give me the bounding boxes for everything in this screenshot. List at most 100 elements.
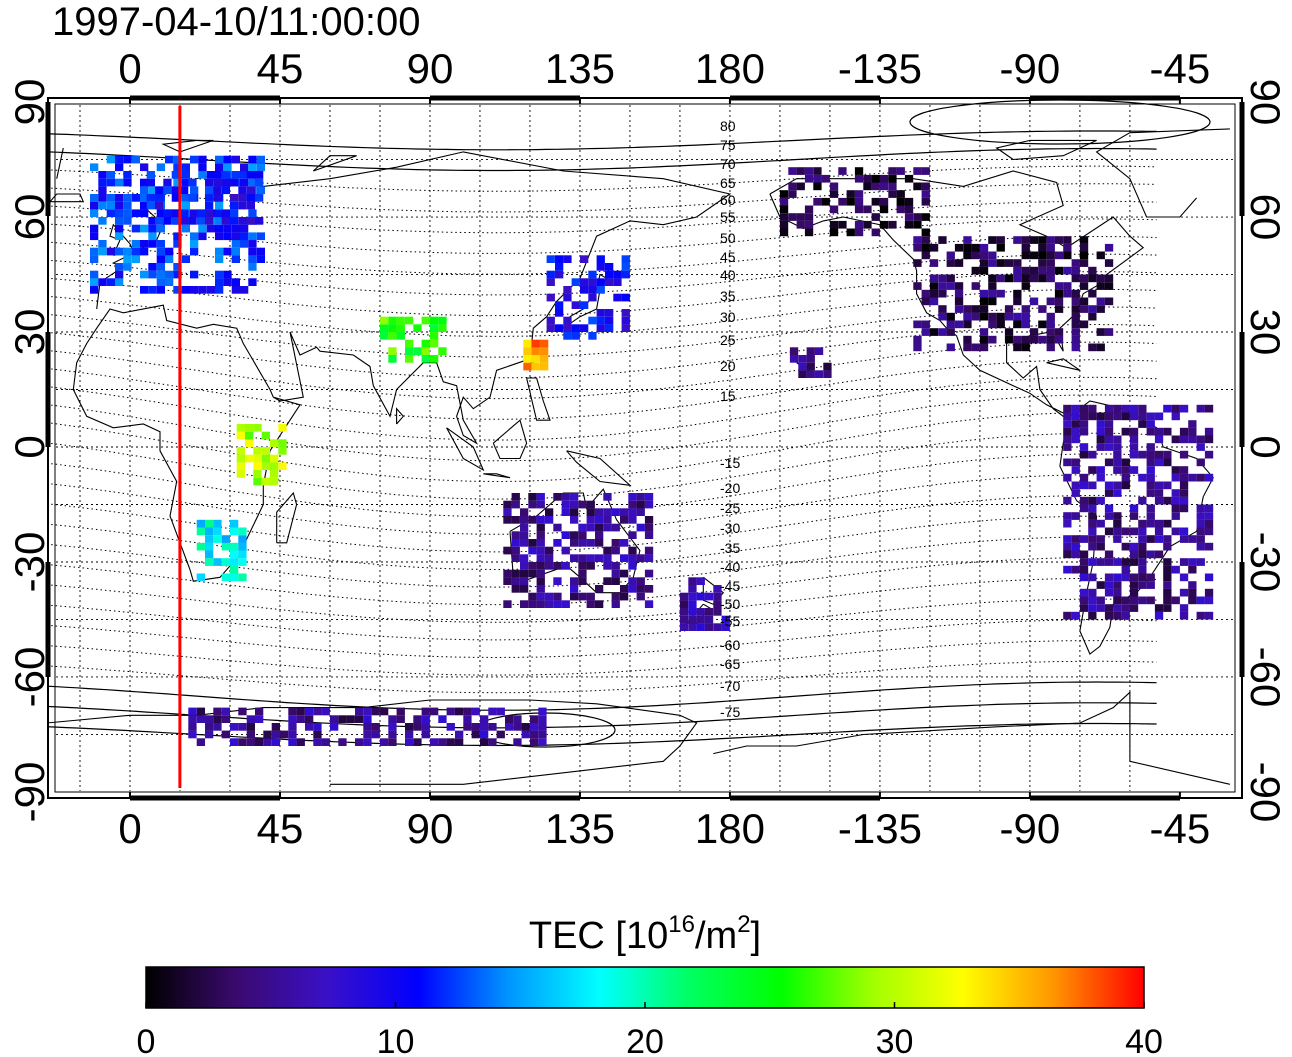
tec-cell [231,155,240,164]
tec-cell [523,347,532,355]
tec-cell [929,259,939,267]
tec-cell [1063,443,1072,451]
right-lat-tick-label: -60 [1242,647,1289,708]
tec-cell [871,197,880,206]
tec-cell [206,286,215,294]
tec-cell [230,178,239,187]
tec-cell [1204,596,1214,605]
tec-cell [246,217,255,225]
tec-cell [1096,274,1105,283]
tec-cell [1071,435,1080,444]
tec-cell [888,220,897,229]
tec-cell [230,738,239,746]
tec-cell [1154,489,1164,497]
plot-inner-frame [54,103,1236,793]
tec-cell [223,163,232,172]
tec-cell [628,554,637,562]
tec-cell [605,270,614,279]
tec-cell [421,707,430,716]
tec-cell [1163,604,1172,612]
tec-cell [563,316,572,325]
tec-cell [595,516,604,524]
tec-cell [115,247,124,256]
tec-cell [1071,274,1080,283]
tec-cell [413,347,422,355]
tec-cell [205,527,214,536]
tec-cell [236,462,245,470]
tec-cell [596,278,605,286]
tec-cell [721,615,730,624]
tec-cell [1046,259,1055,267]
tec-cell [1096,581,1105,589]
tec-cell [213,558,222,566]
tec-cell [1063,266,1072,275]
top-lon-tick-label: -135 [838,45,922,92]
tec-cell [578,592,587,601]
tec-cell [148,224,157,233]
tec-cell [230,542,239,551]
tec-cell [620,554,629,562]
tec-cell [888,174,897,183]
tec-cell [205,558,214,566]
tec-cell [823,370,832,378]
tec-cell [688,577,697,585]
tec-cell [131,247,140,256]
tec-cell [1179,404,1189,413]
tec-cell [636,508,645,516]
tec-cell [388,324,397,332]
tec-cell [971,243,980,252]
contour-line [48,323,1157,379]
tec-cell [405,730,414,739]
tec-cell [173,178,182,187]
tec-cell [246,715,255,723]
tec-cell [248,163,257,172]
tec-cell [396,707,405,716]
tec-cell [644,493,654,501]
tec-cell [1171,504,1180,513]
tec-cell [238,535,247,543]
tec-cell [1063,420,1072,428]
tec-cell [270,454,279,463]
tec-cell [520,523,529,532]
tec-cell [1071,458,1080,467]
colorbar-tick-label: 20 [626,1023,664,1057]
tec-cell [115,278,124,286]
tec-cell [1179,435,1189,444]
tec-cell [1171,412,1180,421]
tec-cell [1079,320,1089,329]
tec-cell [1088,305,1097,313]
tec-cell [1129,504,1139,513]
tec-cell [1071,266,1080,275]
tec-cell [1129,542,1139,551]
tec-cell [595,539,604,547]
tec-cell [1021,236,1030,244]
tec-cell [586,562,595,570]
tec-cell [553,592,562,601]
tec-cell [603,493,612,501]
tec-cell [1088,450,1097,459]
tec-cell [148,186,157,195]
tec-cell [213,186,222,195]
tec-cell [520,600,529,608]
contour-line [48,660,1157,694]
tec-cell [580,301,589,309]
tec-cell [240,178,249,187]
tec-cell [1146,581,1155,589]
tec-cell [713,600,722,608]
tec-cell [520,531,529,539]
tec-cell [196,738,205,746]
tec-cell [946,343,955,352]
tec-cell [1088,535,1097,543]
tec-cell [644,600,654,608]
colorbar-tick-label: 0 [137,1023,156,1057]
tec-cell [696,623,705,631]
tec-cell [1196,527,1205,536]
tec-cell [620,516,629,524]
tec-cell [471,723,480,731]
tec-cell [1129,588,1139,597]
tec-cell [528,500,537,509]
tec-cell [1113,558,1122,566]
tec-cell [156,263,165,271]
tec-cell [1029,335,1039,344]
tec-cell [240,171,249,179]
